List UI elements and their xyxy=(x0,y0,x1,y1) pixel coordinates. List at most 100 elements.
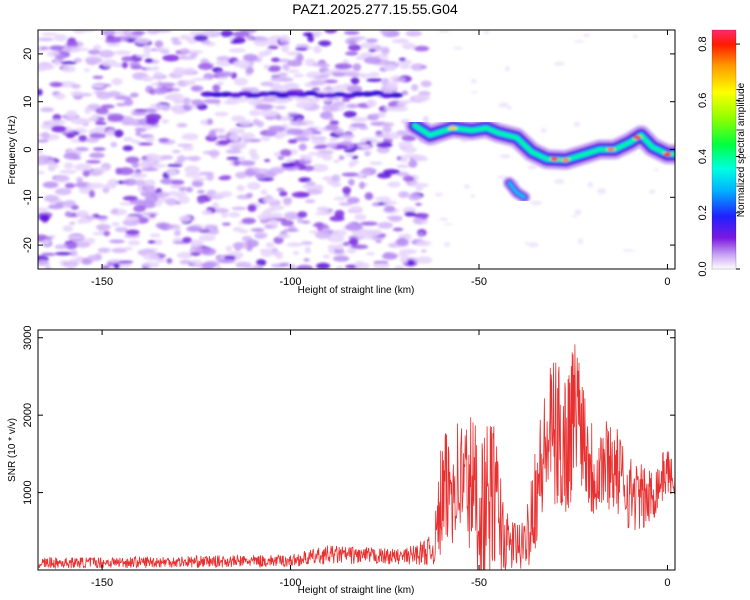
noise-blob xyxy=(307,34,315,43)
noise-blob xyxy=(185,186,193,193)
spectrogram-y-tick-label: -20 xyxy=(22,237,34,253)
noise-blob xyxy=(170,37,180,42)
noise-blob xyxy=(333,255,350,262)
noise-blob xyxy=(280,41,290,45)
noise-blob xyxy=(307,97,320,104)
noise-blob xyxy=(154,40,164,48)
noise-blob xyxy=(84,107,91,115)
noise-blob xyxy=(54,244,69,250)
noise-blob xyxy=(189,260,203,265)
noise-blob xyxy=(392,227,404,232)
noise-blob xyxy=(268,125,286,133)
noise-blob xyxy=(131,30,146,35)
noise-blob xyxy=(190,252,201,256)
noise-blob xyxy=(351,244,369,250)
noise-blob xyxy=(88,190,95,198)
noise-blob xyxy=(64,182,75,189)
noise-blob xyxy=(400,64,410,70)
noise-blob xyxy=(114,95,132,100)
colorbar-frame xyxy=(711,29,737,270)
noise-blob xyxy=(118,260,134,264)
noise-blob xyxy=(186,225,203,232)
noise-blob xyxy=(354,214,367,221)
noise-blob xyxy=(298,143,307,151)
noise-blob xyxy=(141,76,154,82)
noise-blob xyxy=(192,77,210,81)
noise-blob xyxy=(587,181,594,188)
noise-blob xyxy=(243,53,258,62)
noise-blob xyxy=(271,57,281,63)
noise-blob xyxy=(540,128,547,134)
noise-blob xyxy=(398,191,409,199)
noise-blob xyxy=(281,44,290,53)
noise-blob xyxy=(296,53,304,62)
noise-blob xyxy=(172,40,183,46)
noise-blob xyxy=(160,178,173,185)
noise-blob xyxy=(257,213,275,220)
noise-blob xyxy=(372,262,390,269)
noise-blob xyxy=(145,66,160,71)
snr-y-tick-label: 2000 xyxy=(22,403,34,427)
noise-blob xyxy=(366,78,383,83)
noise-blob xyxy=(100,104,115,109)
noise-blob xyxy=(438,217,449,221)
noise-blob xyxy=(95,107,109,115)
noise-blob xyxy=(40,107,55,113)
noise-blob xyxy=(217,135,227,139)
colorbar-tick-label: 0.4 xyxy=(697,149,709,164)
noise-blob xyxy=(38,149,43,154)
noise-blob xyxy=(260,109,277,117)
noise-blob xyxy=(214,111,229,117)
noise-blob xyxy=(125,229,140,236)
noise-blob xyxy=(178,56,197,60)
noise-blob xyxy=(412,183,429,188)
noise-blob xyxy=(158,82,176,87)
noise-blob xyxy=(302,183,320,190)
noise-blob xyxy=(280,219,294,227)
noise-blob xyxy=(363,56,382,65)
noise-blob xyxy=(143,44,150,51)
noise-blob xyxy=(95,223,111,231)
noise-blob xyxy=(94,215,108,219)
noise-blob xyxy=(220,30,234,38)
noise-blob xyxy=(41,32,58,36)
ridge-hotspot xyxy=(633,135,642,140)
noise-blob xyxy=(382,132,401,140)
noise-blob xyxy=(406,259,415,266)
snr-y-tick-label: 3000 xyxy=(22,325,34,349)
noise-blob xyxy=(350,123,367,128)
colorbar-label: Normalized spectral amplitude xyxy=(736,82,747,217)
noise-blob xyxy=(101,265,110,269)
noise-blob xyxy=(192,177,207,182)
noise-blob xyxy=(156,191,170,198)
noise-blob xyxy=(183,67,197,75)
noise-blob xyxy=(260,81,275,87)
spectrogram-ridge xyxy=(404,115,675,204)
noise-blob xyxy=(275,114,282,121)
noise-blob xyxy=(133,205,146,213)
noise-blob xyxy=(322,98,332,103)
noise-blob xyxy=(44,236,54,240)
noise-blob xyxy=(283,228,300,232)
noise-blob xyxy=(410,63,425,71)
colorbar: 0.0 0.2 0.4 0.6 0.8 Normalized spectral ampl… xyxy=(697,29,747,277)
noise-blob xyxy=(263,64,270,70)
noise-blob xyxy=(65,132,76,139)
noise-blob xyxy=(267,45,279,50)
noise-blob xyxy=(144,185,156,192)
noise-blob xyxy=(347,178,355,186)
noise-blob xyxy=(401,42,417,50)
noise-blob xyxy=(172,96,180,104)
noise-blob xyxy=(125,33,138,38)
noise-blob xyxy=(347,197,360,204)
snr-y-axis-label: SNR (10 * v/v) xyxy=(7,418,18,482)
noise-blob xyxy=(130,172,148,179)
noise-blob xyxy=(172,70,186,76)
noise-blob xyxy=(54,187,72,196)
noise-blob xyxy=(129,199,147,205)
noise-blob xyxy=(171,179,185,185)
noise-blob xyxy=(180,48,190,55)
noise-blob xyxy=(577,238,584,245)
noise-blob xyxy=(111,78,123,86)
noise-blob xyxy=(434,192,444,197)
